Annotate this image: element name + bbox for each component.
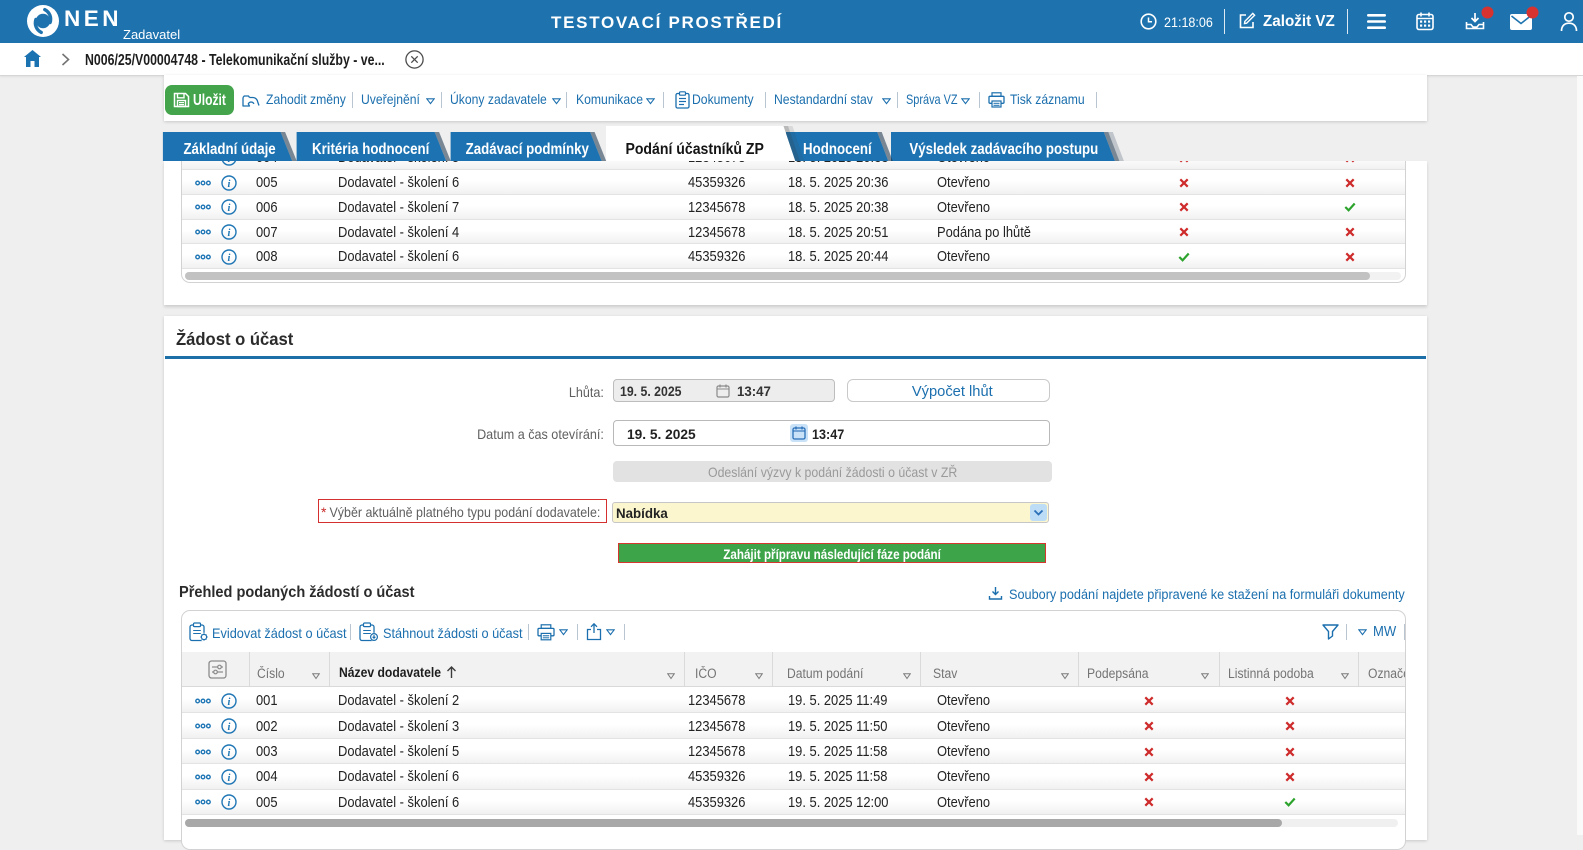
svg-text:i: i (228, 253, 231, 264)
svg-text:i: i (228, 228, 231, 239)
svg-text:i: i (228, 697, 231, 708)
svg-text:i: i (228, 722, 231, 733)
svg-text:i: i (228, 161, 231, 165)
svg-text:i: i (228, 179, 231, 190)
svg-text:i: i (228, 798, 231, 809)
svg-text:i: i (228, 203, 231, 214)
svg-text:i: i (228, 748, 231, 759)
svg-text:i: i (228, 773, 231, 784)
